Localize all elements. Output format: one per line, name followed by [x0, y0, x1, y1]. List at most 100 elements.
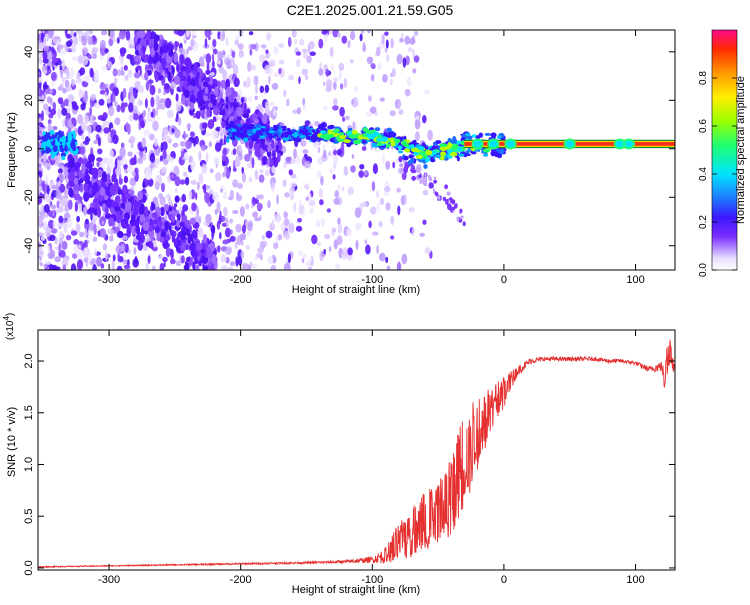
spectrogram-cell	[162, 149, 167, 160]
spectrogram-cell	[339, 106, 345, 117]
spectrogram-cell	[212, 94, 216, 100]
spectrogram-cell	[219, 232, 222, 240]
spectrogram-cell	[225, 37, 229, 47]
colorbar: 0.0 0.2 0.4 0.6 0.8 Normalized spectral ampl…	[698, 29, 747, 277]
spectrogram-cell	[176, 239, 182, 247]
spectrogram-cell	[42, 50, 48, 61]
spectrogram-cell	[76, 215, 80, 223]
spectrogram-tone-cell	[259, 132, 264, 136]
spectrogram-cell	[264, 101, 270, 110]
spectrogram-cell	[50, 88, 53, 94]
spectrogram-cell	[190, 38, 195, 48]
spectrogram-cell	[42, 151, 48, 162]
spectrogram-tone-knot	[563, 138, 576, 150]
spectrogram-cell	[43, 45, 50, 52]
spectrogram-tone-cell	[456, 140, 462, 145]
spectrogram-cell	[413, 30, 419, 36]
spectrogram-cell	[361, 146, 367, 152]
spectrogram-cell	[161, 182, 165, 193]
spectrogram-cell	[152, 196, 159, 205]
spectrogram-tone-cell	[336, 138, 345, 142]
spectrogram-cell	[422, 189, 429, 196]
spectrogram-cell	[125, 30, 131, 41]
spectrogram-cell	[167, 71, 172, 82]
spectrogram-cell	[108, 38, 114, 47]
spectrogram-cell	[134, 56, 141, 62]
spectrogram-cell	[424, 172, 427, 179]
spectrogram-cell	[138, 50, 143, 57]
spectrogram-cell	[416, 167, 420, 173]
spectrogram-tone-cell	[411, 147, 419, 153]
spectrogram-cell	[308, 40, 315, 50]
spectrogram-cell	[190, 161, 196, 171]
spectrogram-cell	[205, 152, 209, 163]
spectrogram-cell	[51, 185, 57, 190]
spectrogram-tone-cell	[478, 132, 483, 138]
spectrogram-cell	[350, 165, 356, 173]
spectrogram-cell	[50, 204, 57, 210]
spectrogram-cell	[366, 56, 373, 65]
spectrogram-cell	[67, 199, 73, 210]
spectrogram-cell	[385, 39, 389, 49]
spectrogram-cell	[372, 163, 378, 175]
spectrogram-cell	[137, 86, 144, 93]
spectrogram-cell	[122, 184, 128, 195]
spectrogram-cell	[124, 201, 132, 212]
spectrogram-cell	[424, 248, 431, 254]
spectrogram-cell	[396, 187, 402, 193]
spectrogram-cell	[136, 224, 141, 235]
spectrogram-cell	[419, 178, 422, 185]
spectrogram-cell	[332, 228, 337, 233]
spectrogram-tone-cell	[277, 131, 282, 138]
spectrogram-cell	[355, 222, 362, 231]
spectrogram-cell	[170, 198, 173, 208]
spectrogram-cell	[57, 168, 63, 174]
spectrogram-cell	[256, 194, 260, 200]
spectrogram-cell	[61, 240, 68, 250]
figure-title: C2E1.2025.001.21.59.G05	[287, 2, 454, 18]
spectrogram-cell	[220, 254, 227, 263]
spectrogram-cell	[415, 115, 420, 121]
spectrogram-tone-cell	[500, 149, 505, 155]
spectrogram-cell	[73, 36, 78, 46]
spectrogram-cell	[329, 168, 335, 174]
spectrogram-cell	[64, 98, 69, 107]
spectrogram-cell	[61, 107, 68, 116]
spectrogram-cell	[187, 46, 193, 51]
spectrogram-cell	[70, 101, 77, 108]
spectrogram-cell	[213, 272, 216, 278]
spectrogram-cell	[38, 149, 42, 156]
spectrogram-cell	[199, 275, 205, 280]
spectrogram-tone-cell	[351, 129, 358, 135]
spectrogram-cell	[225, 96, 229, 104]
spectrogram-cell	[267, 142, 271, 153]
spectrogram-cell	[329, 46, 334, 57]
spectrogram-cell	[118, 178, 123, 185]
spectrogram-tone-cell	[397, 145, 403, 151]
spectrogram-cell	[285, 156, 291, 162]
spectrogram-cell	[205, 100, 211, 110]
spectrogram-cell	[87, 229, 91, 240]
spectrogram-tone-cell	[346, 142, 352, 148]
spectrogram-cell	[120, 58, 124, 66]
spectrogram-cell	[382, 73, 388, 83]
spectrogram-cell	[126, 54, 133, 60]
spectrogram-cell	[245, 244, 250, 250]
spectrogram-cell	[204, 38, 208, 48]
spectrogram-tone-cell	[497, 135, 502, 140]
spectrogram-cell	[232, 210, 239, 214]
spectrogram-cell	[73, 193, 81, 201]
spectrogram-cell	[179, 54, 185, 65]
spectrogram-cell	[38, 217, 42, 226]
spectrogram-cell	[333, 81, 337, 91]
spectrogram-tone-cell	[305, 126, 309, 130]
spectrogram-cell	[253, 75, 259, 86]
spectrogram-cell	[104, 48, 109, 54]
spectrogram-tone-cell	[41, 144, 46, 151]
spectrogram-cell	[188, 244, 195, 251]
spectrogram-cell	[250, 44, 257, 50]
spectrogram-cell	[311, 234, 318, 245]
spectrogram-cell	[183, 89, 190, 99]
spectrogram-cell	[188, 85, 194, 91]
spectrogram-cell	[254, 256, 259, 261]
